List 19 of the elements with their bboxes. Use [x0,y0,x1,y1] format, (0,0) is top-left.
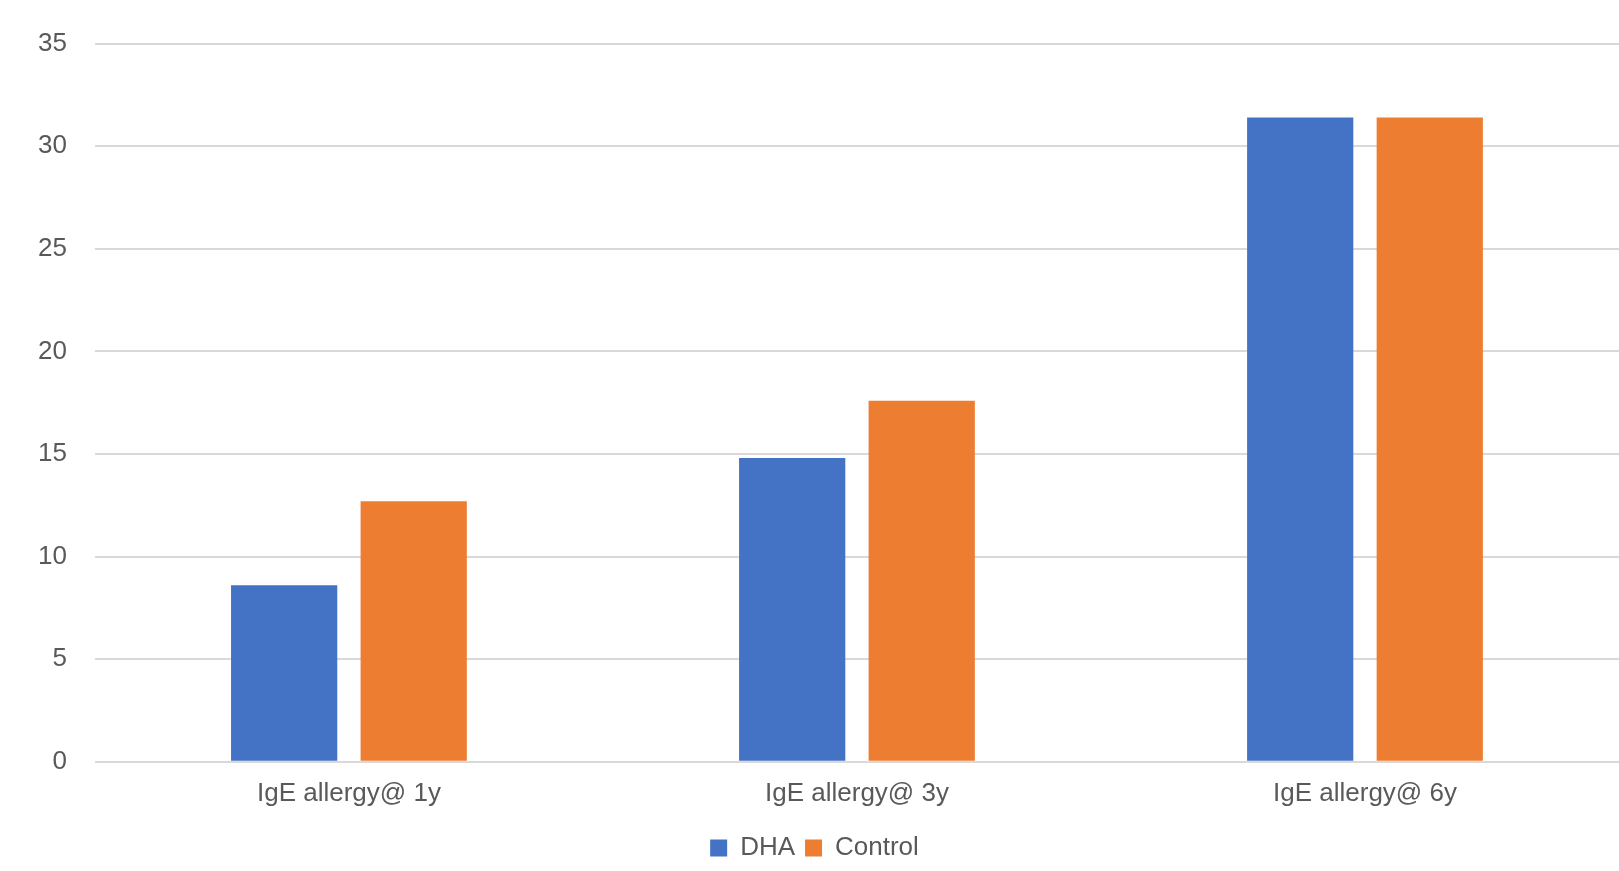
y-tick-label: 10 [38,539,67,570]
y-tick-label: 15 [38,437,67,468]
x-tick-label: IgE allergy@ 6y [1273,776,1457,807]
bar [1376,117,1483,761]
x-tick-label: IgE allergy@ 3y [765,776,949,807]
legend-label: Control [835,831,919,862]
y-tick-label: 35 [38,26,67,57]
y-tick-label: 30 [38,129,67,160]
bar [1247,117,1354,761]
x-tick-label: IgE allergy@ 1y [256,776,441,807]
y-tick-label: 5 [52,642,67,673]
y-tick-label: 20 [38,334,67,365]
y-tick-label: 0 [52,744,67,775]
bar [868,400,975,761]
y-tick-label: 25 [38,231,67,262]
bar [739,458,846,761]
legend-label: DHA [740,831,796,862]
bar [231,585,338,761]
bar [360,501,467,761]
